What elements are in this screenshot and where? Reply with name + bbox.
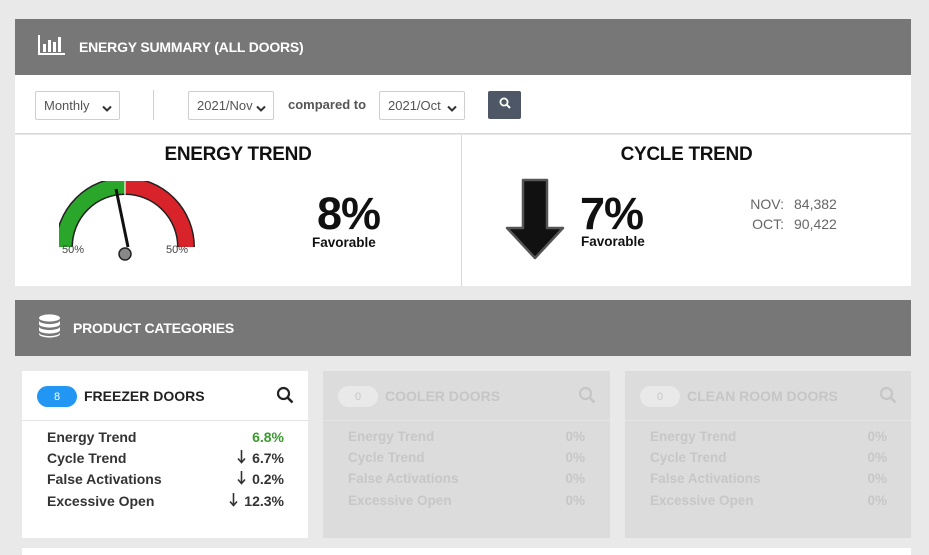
arrow-down-icon (229, 493, 238, 507)
count-badge: 0 (338, 386, 378, 407)
metric-value: 0.2% (252, 471, 284, 487)
gauge-left-label: 50% (62, 244, 85, 256)
metric-label: Excessive Open (650, 493, 754, 508)
count-badge: 0 (640, 386, 680, 407)
count-badge: 8 (37, 386, 77, 407)
metric-value: 0% (565, 450, 585, 465)
energy-summary-header: ENERGY SUMMARY (ALL DOORS) (15, 19, 911, 75)
arrow-down-icon (505, 178, 565, 260)
nov-label: NOV: (750, 196, 784, 212)
product-categories-header: PRODUCT CATEGORIES (15, 300, 911, 356)
metric-value: 0% (565, 493, 585, 508)
previous-month-value: 2021/Oct (388, 98, 441, 113)
period-select[interactable]: Monthly (35, 91, 120, 120)
oct-label: OCT: (752, 216, 784, 232)
metric-value: 0% (867, 471, 887, 486)
current-month-select[interactable]: 2021/Nov (188, 91, 274, 120)
metric-value: 12.3% (244, 493, 284, 509)
trend-divider (461, 135, 462, 286)
chevron-down-icon (447, 101, 457, 116)
previous-month-select[interactable]: 2021/Oct (379, 91, 465, 120)
metric-label: Energy Trend (47, 429, 137, 445)
arrow-down-icon (237, 471, 246, 485)
metric-value: 6.8% (252, 429, 284, 445)
metric-label: Excessive Open (47, 493, 155, 509)
metric-row: False Activations 0% (650, 471, 887, 491)
card-header: 8 FREEZER DOORS (22, 371, 308, 421)
bar-chart-icon (38, 34, 66, 60)
metric-row: Energy Trend 0% (650, 429, 887, 449)
metric-row: Cycle Trend 6.7% (47, 450, 284, 470)
freezer-doors-card[interactable]: 8 FREEZER DOORS Energy Trend 6.8% Cycle … (22, 371, 308, 538)
energy-trend-card: ENERGY TREND 50% 50% 8% Favorable (15, 135, 461, 286)
metric-label: False Activations (650, 471, 761, 486)
card-title: COOLER DOORS (385, 388, 501, 404)
metric-value: 0% (565, 471, 585, 486)
cycle-trend-status: Favorable (581, 234, 645, 249)
oct-count: OCT: 90,422 (742, 216, 837, 232)
nov-count: NOV: 84,382 (742, 196, 837, 212)
card-header: 0 CLEAN ROOM DOORS (625, 371, 911, 421)
metric-label: False Activations (348, 471, 459, 486)
energy-summary-title: ENERGY SUMMARY (ALL DOORS) (79, 39, 304, 55)
metric-label: Energy Trend (650, 429, 737, 444)
metric-row: False Activations 0.2% (47, 471, 284, 491)
metric-row: Energy Trend 6.8% (47, 429, 284, 449)
metric-row: Cycle Trend 0% (650, 450, 887, 470)
search-icon[interactable] (879, 386, 897, 409)
metric-row: Excessive Open 0% (650, 493, 887, 513)
metric-value-wrap: 0.2% (237, 471, 284, 487)
filter-bar: Monthly 2021/Nov compared to 2021/Oct (15, 75, 911, 134)
search-icon[interactable] (578, 386, 596, 409)
energy-trend-percent: 8% (317, 188, 381, 239)
chevron-down-icon (256, 101, 266, 116)
next-panel-edge (22, 548, 911, 555)
gauge-right-label: 50% (166, 244, 189, 256)
metric-label: Cycle Trend (650, 450, 727, 465)
oct-value: 90,422 (794, 216, 837, 232)
metric-value: 0% (867, 429, 887, 444)
metric-value: 0% (565, 429, 585, 444)
energy-trend-title: ENERGY TREND (164, 144, 312, 165)
current-month-value: 2021/Nov (197, 98, 253, 113)
compared-to-label: compared to (288, 97, 367, 112)
search-icon[interactable] (276, 386, 294, 409)
cycle-trend-percent: 7% (580, 188, 644, 239)
cycle-trend-title: CYCLE TREND (620, 144, 753, 165)
metric-row: Energy Trend 0% (348, 429, 585, 449)
metric-label: False Activations (47, 471, 162, 487)
metric-value-wrap: 6.8% (252, 429, 284, 445)
database-icon (38, 313, 61, 343)
metric-value: 0% (867, 493, 887, 508)
metric-row: False Activations 0% (348, 471, 585, 491)
search-button[interactable] (488, 91, 521, 119)
metric-value-wrap: 12.3% (229, 493, 284, 509)
clean-room-doors-card[interactable]: 0 CLEAN ROOM DOORS Energy Trend 0% Cycle… (625, 371, 911, 538)
metric-label: Cycle Trend (348, 450, 425, 465)
chevron-down-icon (102, 101, 112, 116)
nov-value: 84,382 (794, 196, 837, 212)
filter-divider (153, 90, 154, 120)
metric-label: Excessive Open (348, 493, 452, 508)
energy-trend-status: Favorable (312, 235, 376, 250)
metric-row: Excessive Open 12.3% (47, 493, 284, 513)
metric-value: 6.7% (252, 450, 284, 466)
metric-value: 0% (867, 450, 887, 465)
product-categories-title: PRODUCT CATEGORIES (73, 320, 235, 336)
metric-row: Cycle Trend 0% (348, 450, 585, 470)
metric-label: Cycle Trend (47, 450, 127, 466)
period-select-value: Monthly (44, 98, 90, 113)
metric-value-wrap: 6.7% (237, 450, 284, 466)
card-title: FREEZER DOORS (84, 388, 205, 404)
metric-label: Energy Trend (348, 429, 435, 444)
metric-row: Excessive Open 0% (348, 493, 585, 513)
energy-gauge (59, 181, 195, 261)
arrow-down-icon (237, 450, 246, 464)
card-header: 0 COOLER DOORS (323, 371, 610, 421)
cooler-doors-card[interactable]: 0 COOLER DOORS Energy Trend 0% Cycle Tre… (323, 371, 610, 538)
search-icon (499, 96, 511, 114)
card-title: CLEAN ROOM DOORS (687, 388, 838, 404)
cycle-trend-card: CYCLE TREND 7% Favorable NOV: 84,382 OCT:… (462, 135, 911, 286)
